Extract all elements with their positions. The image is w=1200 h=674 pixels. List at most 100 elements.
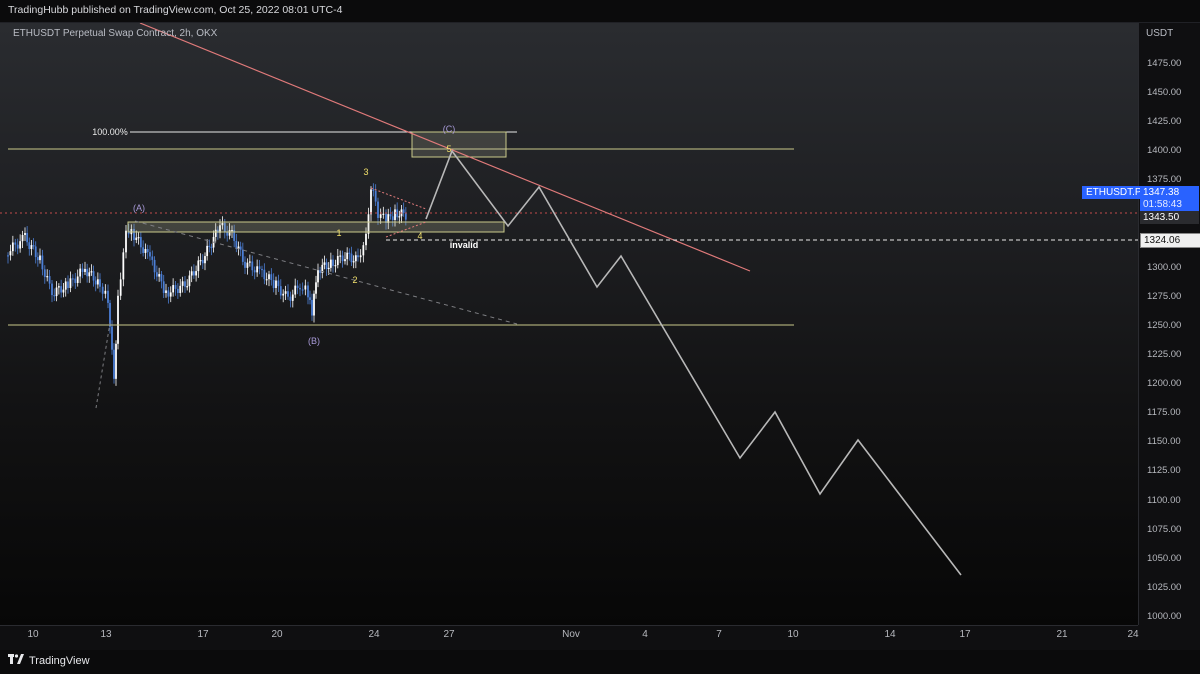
candle-body [301, 289, 304, 291]
chart-canvas[interactable] [0, 23, 1138, 625]
candle-body [374, 190, 377, 202]
candle-body [404, 212, 407, 220]
tradingview-logo-icon [8, 654, 24, 667]
candle-body [379, 214, 382, 218]
wave-b-label: (B) [308, 336, 320, 346]
candle-body [19, 241, 22, 249]
candle-body [359, 255, 362, 258]
candle-body [315, 282, 317, 294]
candle-body [39, 255, 41, 261]
x-tick-label: 27 [443, 629, 455, 640]
currency-label: USDT [1146, 28, 1174, 39]
x-tick-label: 10 [787, 629, 799, 640]
wave-c-label: (C) [442, 124, 456, 134]
candle-body [365, 233, 367, 246]
candle-body [275, 280, 277, 288]
candle-body [299, 287, 301, 290]
candle-body [287, 291, 289, 297]
wave-2-label: 2 [352, 275, 358, 285]
tradingview-logo[interactable]: TradingView [8, 654, 90, 667]
triangle-upper-line[interactable] [370, 187, 427, 210]
candle-body [186, 286, 189, 288]
candle-body [237, 246, 240, 249]
candle-body [169, 292, 172, 297]
candle-body [153, 259, 156, 273]
candle-body [332, 259, 334, 266]
wave-3-label: 3 [363, 167, 369, 177]
candle-body [160, 274, 163, 282]
candle-body [69, 278, 72, 288]
x-tick-label: 24 [368, 629, 380, 640]
candle-body [190, 271, 193, 276]
candle-body [32, 245, 35, 247]
candle-body [339, 255, 342, 257]
candle-body [181, 281, 184, 286]
dashed-trendline-wick[interactable] [95, 322, 111, 409]
candle-body [119, 279, 122, 296]
y-tick-label: 1475.00 [1147, 58, 1182, 69]
candle-body [263, 269, 266, 280]
candle-body [396, 209, 399, 218]
candle-body [195, 271, 198, 276]
candle-body [385, 213, 387, 223]
x-tick-label: 10 [27, 629, 39, 640]
wave-5-label: 5 [446, 144, 452, 154]
x-tick-label: 4 [642, 629, 648, 640]
candle-body [184, 281, 186, 287]
candle-body [325, 262, 328, 270]
candle-body [9, 251, 12, 256]
candle-body [46, 276, 49, 278]
candle-body [244, 261, 246, 268]
candle-body [96, 279, 99, 285]
candle-body [277, 280, 280, 287]
candle-body [7, 255, 9, 257]
candle-body [296, 285, 299, 288]
candle-body [317, 270, 319, 283]
candle-body [336, 255, 339, 266]
footer-bar [0, 650, 1200, 674]
price-axis[interactable] [1138, 23, 1200, 625]
candles [7, 183, 407, 386]
candle-body [398, 216, 401, 218]
y-tick-label: 1175.00 [1147, 407, 1181, 419]
projection-path[interactable] [425, 149, 962, 576]
candle-body [111, 326, 113, 350]
candle-body [149, 252, 151, 257]
time-axis[interactable] [0, 625, 1138, 650]
candle-body [256, 266, 259, 273]
candle-body [387, 214, 390, 223]
candle-body [284, 291, 287, 294]
x-tick-label: 7 [716, 629, 722, 640]
candle-body [162, 281, 165, 293]
candle-body [350, 253, 353, 263]
candle-body [197, 260, 200, 272]
candle-body [172, 285, 175, 293]
candle-body [94, 280, 97, 285]
candle-body [233, 230, 236, 241]
candle-body [104, 290, 107, 294]
publish-bar: TradingHubb published on TradingView.com… [0, 0, 1200, 23]
candle-body [221, 222, 224, 226]
invalid-label: invalid [449, 240, 479, 250]
chart-drawings [0, 23, 1138, 576]
candle-body [137, 237, 140, 239]
candle-body [391, 216, 394, 220]
candle-body [135, 237, 138, 240]
candle-body [188, 275, 191, 287]
candle-body [291, 294, 294, 301]
triangle-lower-line[interactable] [385, 221, 427, 238]
descending-trendline[interactable] [139, 23, 751, 272]
candle-body [122, 252, 125, 280]
candle-body [311, 299, 313, 316]
candle-body [167, 290, 170, 297]
candle-body [235, 240, 238, 249]
candle-body [219, 225, 221, 233]
candle-body [226, 231, 229, 236]
candle-body [117, 295, 119, 344]
candle-body [241, 249, 244, 262]
candle-body [357, 255, 359, 258]
candle-body [372, 189, 375, 191]
consolidation-zone[interactable] [127, 221, 505, 233]
dashed-trendline-lower[interactable] [134, 220, 518, 325]
candle-body [272, 280, 275, 288]
